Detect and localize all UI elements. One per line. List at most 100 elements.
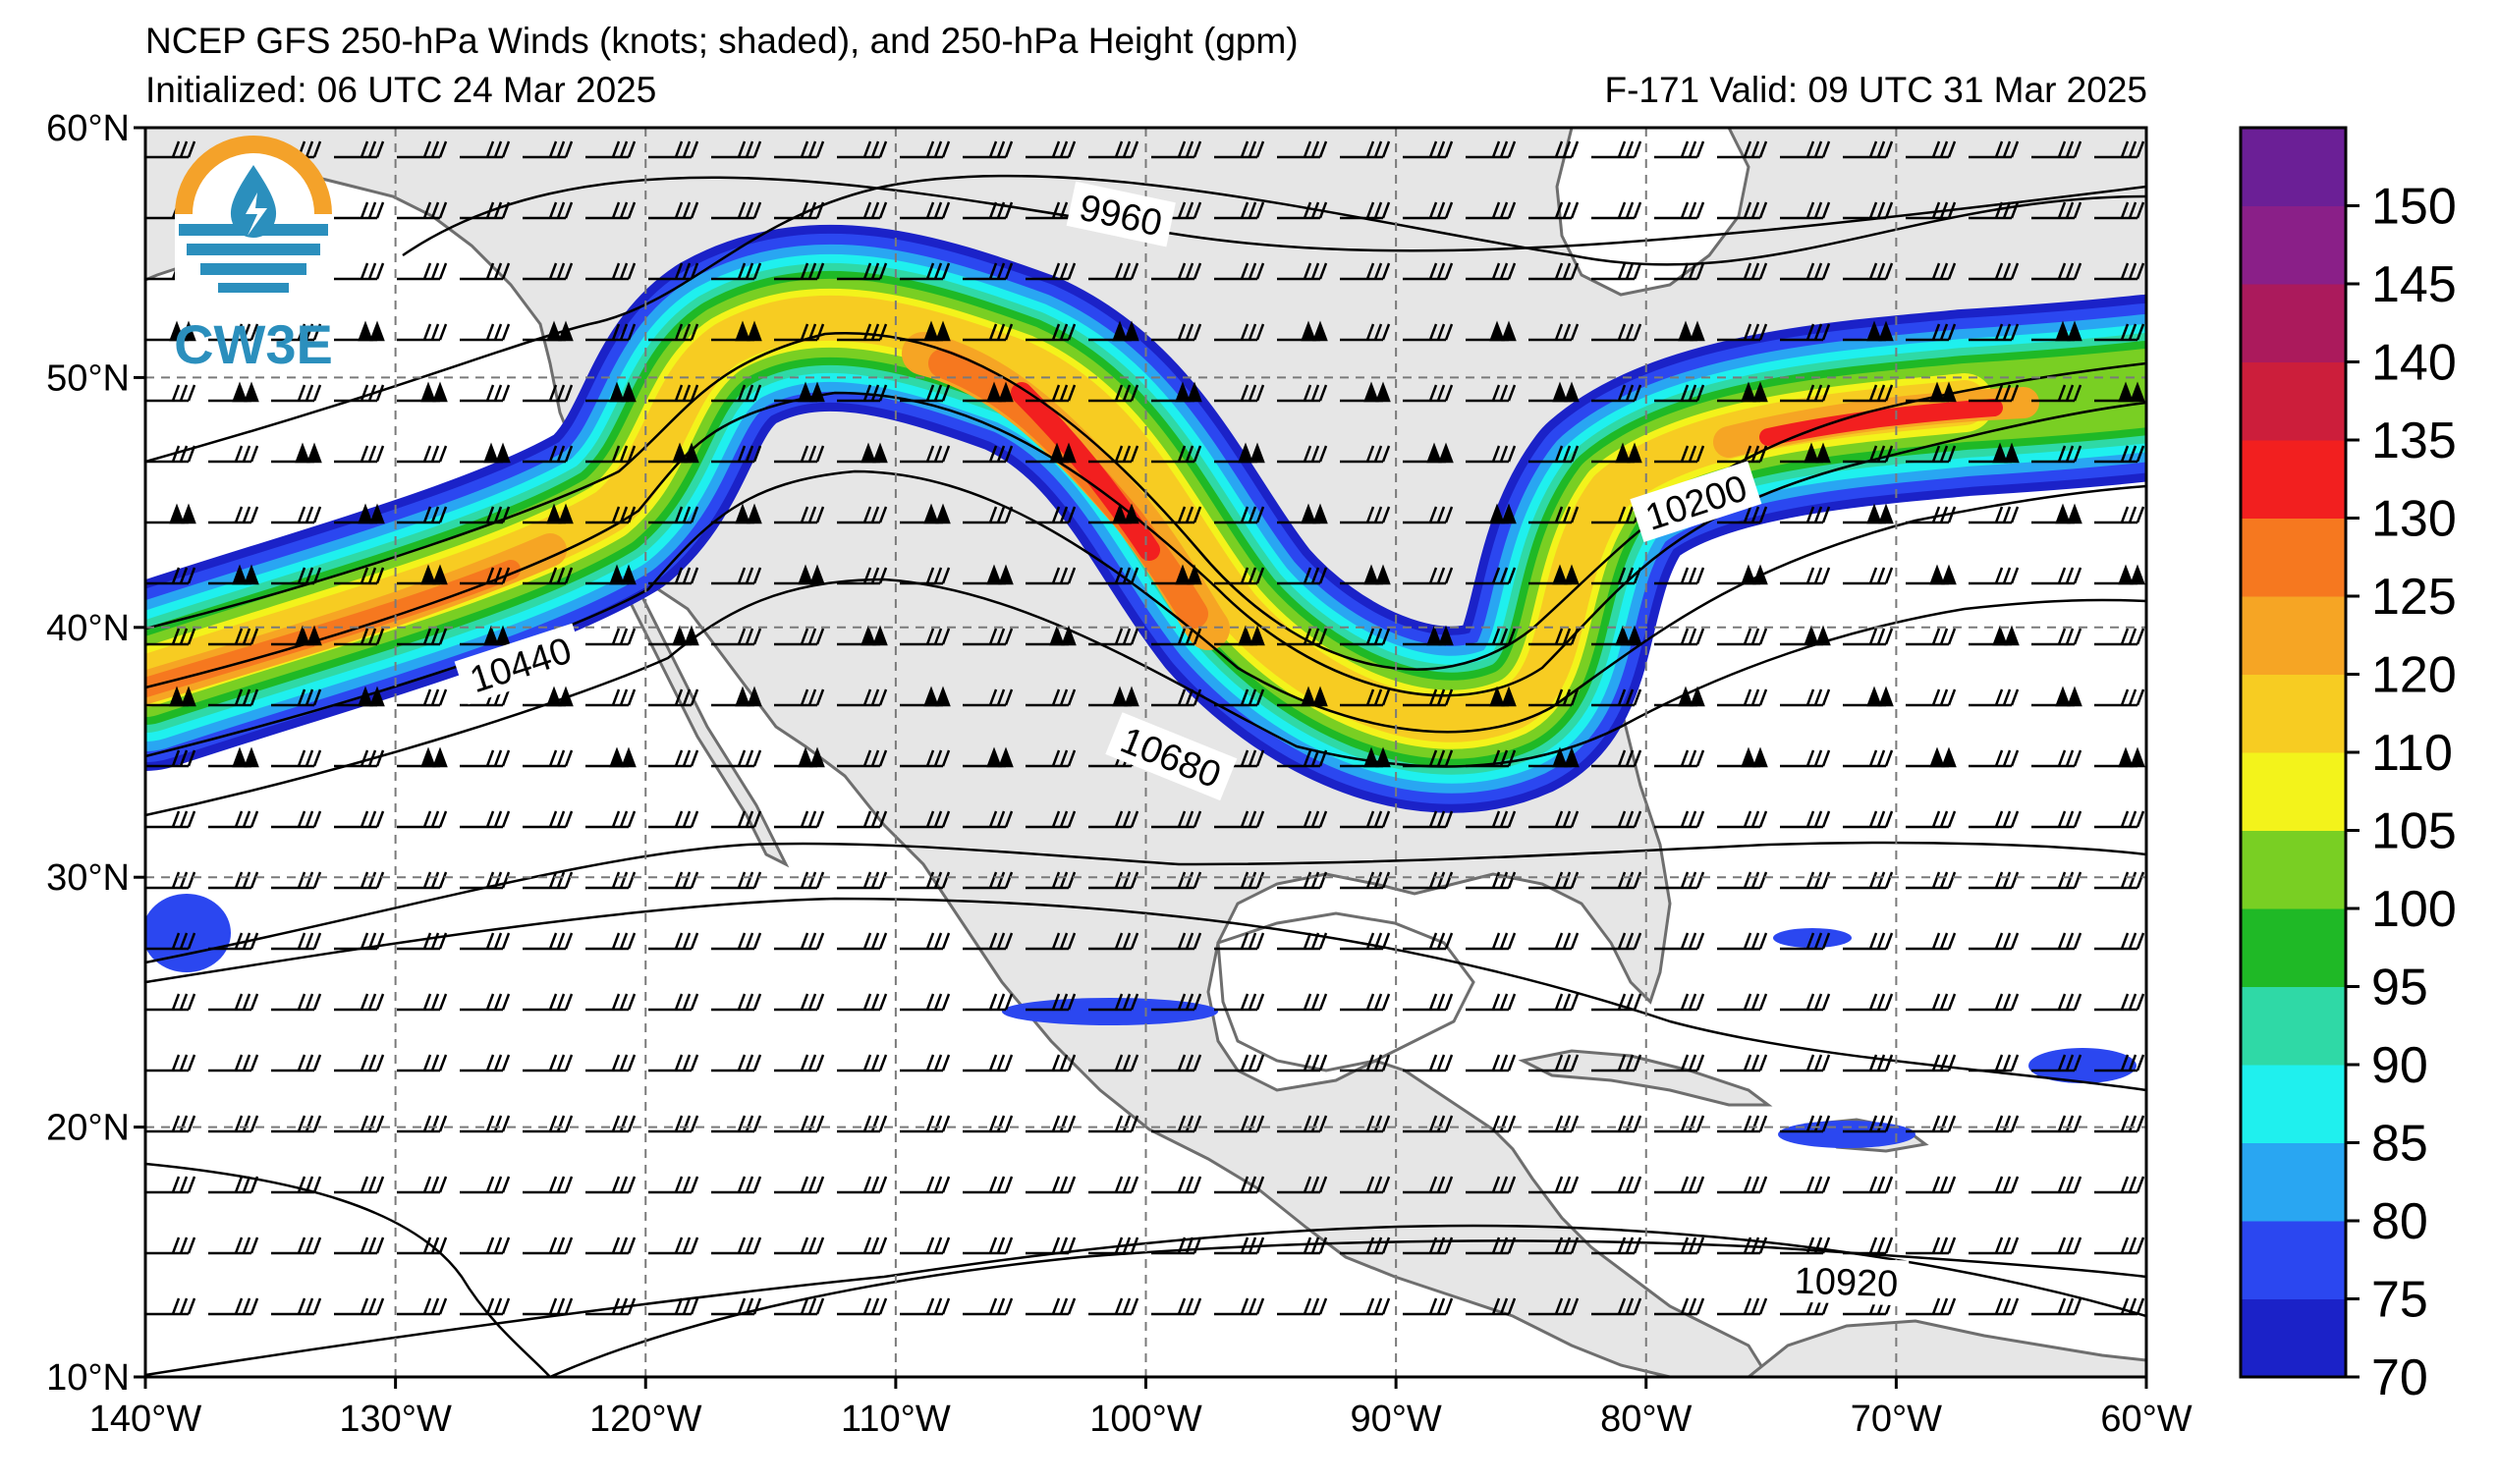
south-america [1746, 1319, 2146, 1377]
wind-barb [1528, 506, 1580, 524]
wind-barb [1591, 1237, 1642, 1255]
wind-barb [1528, 140, 1580, 159]
wind-barb [1528, 262, 1580, 281]
wind-barb [963, 1297, 1014, 1316]
wind-barb [837, 201, 888, 220]
wind-barb [711, 932, 762, 951]
colorbar-swatch [2241, 674, 2346, 753]
wind-barb [963, 1176, 1014, 1194]
wind-barb [648, 1054, 699, 1072]
wind-barb [1843, 628, 1894, 646]
wind-barb [271, 625, 322, 646]
wind-barb [1466, 445, 1517, 464]
wind-barb [145, 567, 196, 585]
wind-barb [1906, 993, 1957, 1012]
wind-barb [1026, 262, 1077, 281]
wind-barb [1654, 871, 1705, 890]
wind-barb [460, 749, 511, 768]
wind-barb [523, 1297, 574, 1316]
wind-barb [1969, 871, 2020, 890]
jet-core [1759, 399, 2003, 446]
wind-barb [397, 506, 448, 524]
lon-tick-label: 110°W [841, 1399, 951, 1440]
wind-barb [208, 993, 259, 1012]
wind-barb [1151, 993, 1202, 1012]
wind-patch [1778, 1121, 1915, 1148]
wind-barb [460, 932, 511, 951]
wind-barb [2031, 871, 2082, 890]
wind-barb [648, 1237, 699, 1255]
wind-barb [460, 871, 511, 890]
wind-barb [648, 688, 699, 707]
wind-barb [2094, 506, 2145, 524]
wind-barb [1214, 506, 1265, 524]
wind-barb [1654, 749, 1705, 768]
wind-barb [271, 1054, 322, 1072]
wind-barb [1151, 564, 1202, 585]
wind-barb [900, 140, 951, 159]
wind-barb [1717, 871, 1768, 890]
wind-barb [334, 201, 385, 220]
wind-barb [1088, 567, 1139, 585]
wind-barb [1151, 628, 1202, 646]
wind-barb [1591, 442, 1642, 464]
wind-barb [1528, 1297, 1580, 1316]
wind-barb [460, 567, 511, 585]
wind-barb [648, 1297, 699, 1316]
colorbar-swatch [2241, 361, 2346, 441]
wind-barb [1528, 1054, 1580, 1072]
wind-barb [1591, 932, 1642, 951]
wind-barb [271, 1297, 322, 1316]
wind-barb [2031, 1176, 2082, 1194]
logo-text: CW3E [174, 313, 333, 375]
wind-barb [145, 384, 196, 403]
wind-barb [648, 442, 699, 464]
wind-barb [1277, 503, 1328, 524]
wind-barb [585, 262, 637, 281]
wind-barb [1654, 445, 1705, 464]
wind-barb [1654, 320, 1705, 342]
lat-tick-label: 20°N [46, 1108, 130, 1149]
wind-barb [145, 503, 196, 524]
colorbar-label: 90 [2371, 1037, 2428, 1094]
wind-barb [1717, 445, 1768, 464]
wind-barb [837, 323, 888, 342]
wind-barb [2031, 749, 2082, 768]
wind-barb [1277, 445, 1328, 464]
wind-barb [1654, 384, 1705, 403]
wind-barb [963, 628, 1014, 646]
wind-barb [1403, 201, 1454, 220]
wind-barb [1277, 320, 1328, 342]
colorbar-label: 130 [2371, 491, 2457, 548]
wind-barb [1026, 323, 1077, 342]
wind-barb [1969, 323, 2020, 342]
wind-barb [1151, 140, 1202, 159]
colorbar-label: 125 [2371, 569, 2457, 626]
wind-barb [963, 932, 1014, 951]
jet-core [145, 560, 521, 697]
wind-barb [1214, 567, 1265, 585]
wind-barb [1843, 262, 1894, 281]
wind-barb [774, 993, 825, 1012]
wind-barb [271, 871, 322, 890]
wind-barb [1969, 506, 2020, 524]
wind-barb [1026, 749, 1077, 768]
wind-barb [648, 567, 699, 585]
wind-barb [1026, 871, 1077, 890]
wind-barb [963, 445, 1014, 464]
wind-barb [1277, 993, 1328, 1012]
wind-barb [1340, 201, 1391, 220]
wind-barb [1403, 1176, 1454, 1194]
wind-barb [1340, 564, 1391, 585]
wind-barb [585, 1176, 637, 1194]
wind-barb [1780, 993, 1831, 1012]
wind-barb [1906, 871, 1957, 890]
wind-barb [523, 686, 574, 707]
wind-barb [1214, 932, 1265, 951]
wind-barb [1466, 384, 1517, 403]
wind-barbs [145, 140, 2145, 1316]
wind-barb [334, 140, 385, 159]
wind-barb [1717, 262, 1768, 281]
wind-barb [208, 688, 259, 707]
wind-barb [1591, 625, 1642, 646]
